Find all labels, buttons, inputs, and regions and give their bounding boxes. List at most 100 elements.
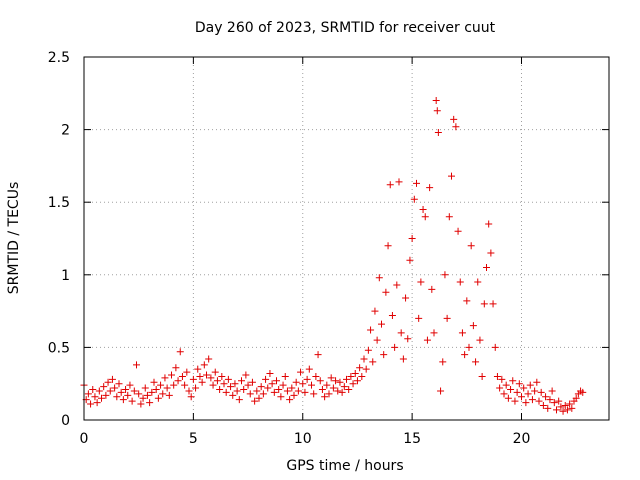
data-point	[336, 378, 344, 386]
data-point	[209, 381, 217, 389]
data-point	[371, 307, 379, 315]
data-point	[283, 387, 291, 395]
data-point	[310, 390, 318, 398]
data-point	[485, 220, 493, 228]
data-point	[568, 404, 576, 412]
data-point	[347, 372, 355, 380]
data-point	[351, 370, 359, 378]
data-point	[128, 397, 136, 405]
data-point	[544, 404, 552, 412]
data-point	[273, 377, 280, 385]
data-point	[384, 242, 392, 250]
data-point	[423, 336, 431, 344]
data-point	[183, 368, 191, 376]
data-point	[528, 396, 536, 404]
data-point	[163, 384, 171, 392]
data-point	[456, 278, 464, 286]
data-point	[308, 381, 315, 389]
data-point	[433, 107, 441, 115]
data-point	[461, 351, 469, 359]
data-point	[491, 343, 499, 351]
data-point	[509, 377, 517, 385]
data-point	[526, 381, 534, 389]
data-point	[502, 381, 510, 389]
data-point	[135, 390, 143, 398]
data-point	[321, 393, 329, 401]
data-point	[216, 386, 224, 394]
data-point	[345, 386, 353, 394]
data-point	[388, 311, 396, 319]
data-point	[299, 380, 307, 388]
data-point	[397, 329, 405, 337]
data-point	[205, 355, 213, 363]
data-point	[246, 390, 254, 398]
data-point	[255, 394, 263, 402]
data-point	[334, 387, 342, 395]
data-point	[402, 294, 410, 302]
data-point	[218, 372, 226, 380]
data-point	[146, 399, 154, 407]
y-tick-label: 1	[61, 268, 70, 284]
data-point	[496, 384, 504, 392]
x-tick-label: 15	[403, 431, 421, 447]
plot-frame	[83, 56, 610, 421]
data-point	[174, 377, 182, 385]
data-point	[229, 391, 237, 399]
data-point	[281, 372, 289, 380]
data-point	[432, 97, 440, 105]
data-point	[222, 388, 230, 396]
data-point	[84, 390, 92, 398]
data-point	[181, 381, 189, 389]
data-point	[507, 386, 515, 394]
data-point	[122, 386, 130, 394]
data-point	[559, 407, 567, 415]
data-point	[566, 400, 574, 408]
data-point	[362, 365, 370, 373]
data-point	[227, 383, 235, 391]
data-point	[539, 401, 547, 409]
data-point	[474, 278, 482, 286]
data-point	[244, 381, 252, 389]
data-point	[434, 129, 442, 137]
y-axis-ticks: 0 0.5 1 1.5 2 2.5	[48, 50, 609, 429]
data-point	[378, 320, 385, 328]
data-point	[316, 377, 324, 385]
data-point	[340, 383, 348, 391]
data-point	[515, 380, 523, 388]
data-point	[170, 381, 178, 389]
data-point	[113, 393, 121, 401]
data-point	[253, 387, 261, 395]
data-point	[259, 390, 267, 398]
x-tick-label: 10	[294, 431, 312, 447]
data-point	[489, 300, 497, 308]
data-point	[235, 396, 243, 404]
x-tick-label: 0	[80, 431, 89, 447]
data-point	[522, 399, 530, 407]
data-point	[297, 368, 305, 376]
data-point	[413, 179, 420, 187]
x-tick-label: 20	[513, 431, 531, 447]
y-tick-label: 1.5	[48, 195, 70, 211]
data-point	[266, 370, 274, 378]
data-point	[200, 361, 208, 369]
data-point	[189, 375, 197, 383]
data-point	[115, 380, 123, 388]
data-point	[360, 355, 368, 363]
grid-lines	[84, 57, 609, 420]
data-point	[161, 374, 169, 382]
data-point	[104, 378, 112, 386]
data-point	[152, 386, 160, 394]
data-point	[467, 242, 475, 250]
data-point	[137, 400, 145, 408]
data-point	[458, 329, 466, 337]
data-point	[476, 336, 484, 344]
data-point	[106, 387, 114, 395]
data-point	[203, 371, 210, 379]
data-point	[194, 365, 202, 373]
data-point	[452, 123, 460, 131]
data-point	[380, 351, 388, 359]
x-axis-label: GPS time / hours	[286, 458, 403, 474]
data-point	[242, 371, 250, 379]
y-tick-label: 2	[61, 123, 70, 139]
